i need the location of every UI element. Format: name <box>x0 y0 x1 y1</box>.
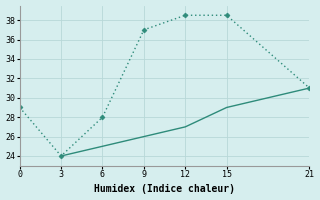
X-axis label: Humidex (Indice chaleur): Humidex (Indice chaleur) <box>94 184 235 194</box>
